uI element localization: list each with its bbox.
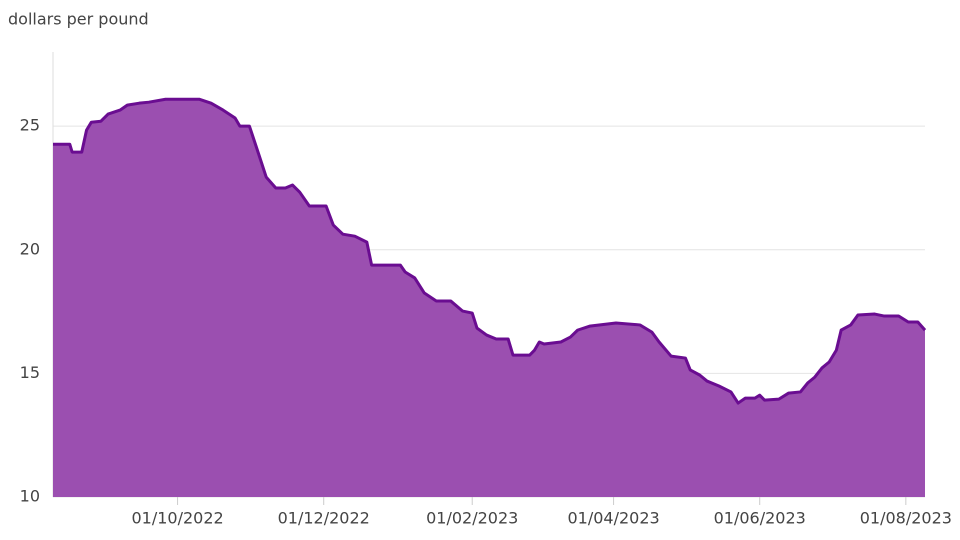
x-tick-label: 01/06/2023 xyxy=(714,509,806,528)
line xyxy=(53,97,927,405)
area xyxy=(53,99,925,497)
x-tick-label: 01/02/2023 xyxy=(426,509,518,528)
x-tick-label: 01/08/2023 xyxy=(860,509,952,528)
y-tick-label: 20 xyxy=(20,239,40,258)
y-tick-label: 10 xyxy=(20,487,40,506)
x-tick-label: 01/10/2022 xyxy=(131,509,223,528)
x-tick-label: 01/12/2022 xyxy=(278,509,370,528)
y-tick-label: 25 xyxy=(20,116,40,135)
y-axis-label: dollars per pound xyxy=(8,10,149,29)
y-tick-label: 15 xyxy=(20,363,40,382)
x-tick-label: 01/04/2023 xyxy=(567,509,659,528)
